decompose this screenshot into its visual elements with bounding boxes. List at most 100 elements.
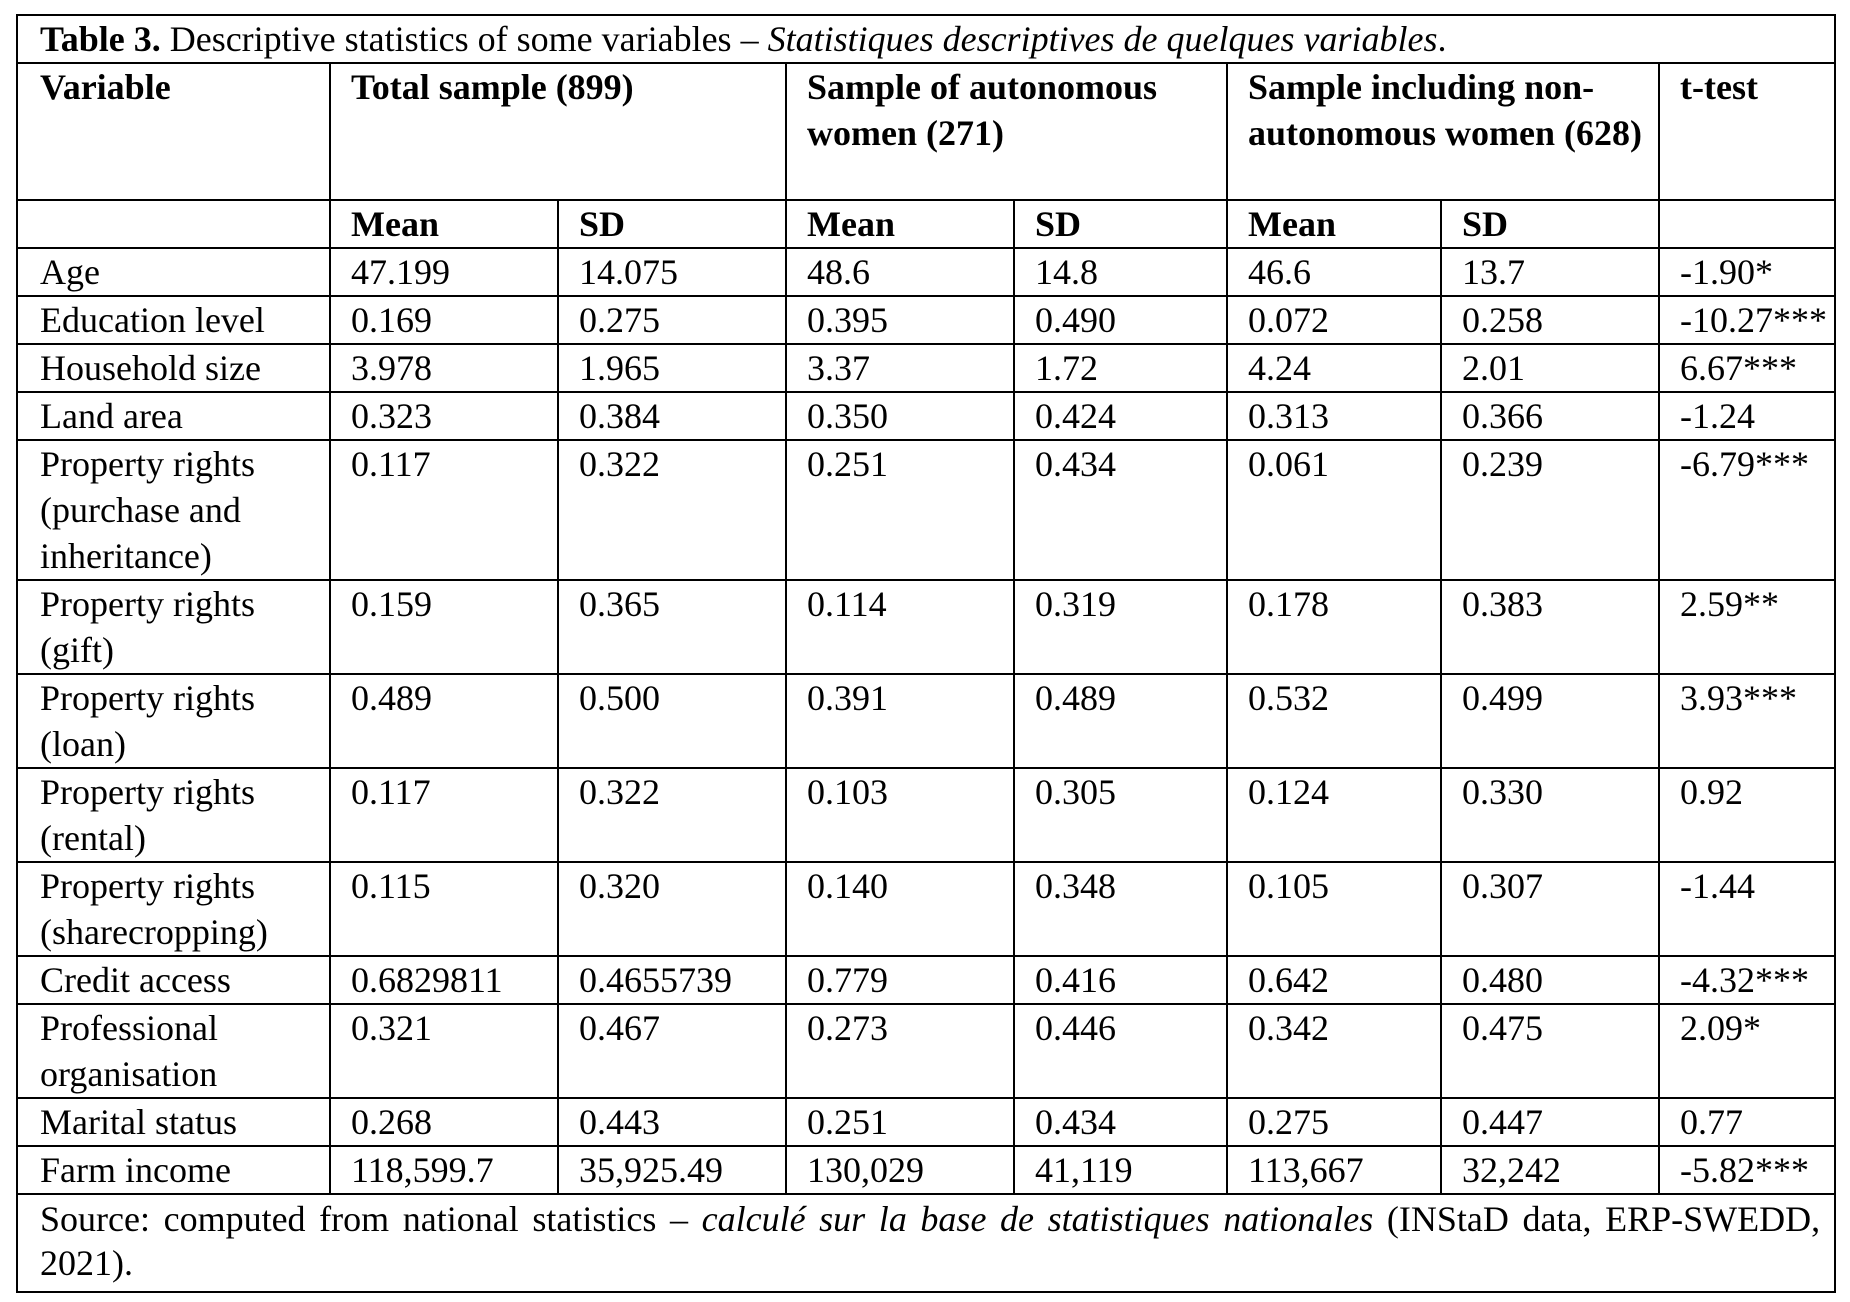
variable-name: Professional organisation	[16, 1003, 331, 1099]
non-autonomous-mean: 0.072	[1226, 295, 1442, 345]
t-test-value: -1.24	[1657, 391, 1837, 441]
variable-name: Credit access	[16, 955, 331, 1005]
source-text-end: (INStaD data, ERP-SWEDD, 2021).	[40, 1199, 1821, 1283]
total-sd: 35,925.49	[557, 1145, 787, 1195]
autonomous-sd: 0.434	[1013, 439, 1228, 581]
t-test-value: 2.09*	[1657, 1003, 1837, 1099]
variable-name: Household size	[16, 343, 331, 393]
sub-header-sd: SD	[557, 199, 787, 249]
t-test-value: -5.82***	[1657, 1145, 1837, 1195]
non-autonomous-sd: 0.475	[1440, 1003, 1660, 1099]
total-mean: 118,599.7	[329, 1145, 559, 1195]
total-mean: 0.115	[329, 861, 559, 957]
total-sd: 0.467	[557, 1003, 787, 1099]
non-autonomous-sd: 13.7	[1440, 247, 1660, 297]
variable-name: Property rights (gift)	[16, 579, 331, 675]
autonomous-mean: 0.350	[785, 391, 1015, 441]
group-header-row: Variable Total sample (899) Sample of au…	[16, 62, 1837, 201]
table-row: Property rights (purchase and inheritanc…	[16, 439, 1837, 581]
total-mean: 0.117	[329, 767, 559, 863]
table-row: Land area 0.323 0.384 0.350 0.424 0.313 0.366-…	[16, 391, 1837, 441]
total-sd: 14.075	[557, 247, 787, 297]
non-autonomous-sd: 0.258	[1440, 295, 1660, 345]
source-text: Source: computed from national statistic…	[40, 1199, 702, 1239]
total-sd: 0.275	[557, 295, 787, 345]
variable-name: Education level	[16, 295, 331, 345]
t-test-value: -6.79***	[1657, 439, 1837, 581]
non-autonomous-sd: 0.239	[1440, 439, 1660, 581]
autonomous-mean: 0.103	[785, 767, 1015, 863]
total-mean: 0.321	[329, 1003, 559, 1099]
total-sd: 0.500	[557, 673, 787, 769]
t-test-value: 0.77	[1657, 1097, 1837, 1147]
table-row: Property rights (loan) 0.489 0.500 0.391 0.4…	[16, 673, 1837, 769]
autonomous-mean: 3.37	[785, 343, 1015, 393]
non-autonomous-sd: 32,242	[1440, 1145, 1660, 1195]
header-t-test: t-test	[1657, 62, 1837, 201]
autonomous-sd: 0.416	[1013, 955, 1228, 1005]
non-autonomous-sd: 0.366	[1440, 391, 1660, 441]
autonomous-mean: 130,029	[785, 1145, 1015, 1195]
autonomous-mean: 0.273	[785, 1003, 1015, 1099]
t-test-value: -1.44	[1657, 861, 1837, 957]
total-mean: 0.117	[329, 439, 559, 581]
table-row: Age 47.199 14.075 48.6 14.8 46.6 13.7 -1.90*	[16, 247, 1837, 297]
variable-name: Property rights (rental)	[16, 767, 331, 863]
table-source-note: Source: computed from national statistic…	[15, 1193, 1837, 1293]
total-mean: 3.978	[329, 343, 559, 393]
t-test-value: -1.90*	[1657, 247, 1837, 297]
autonomous-sd: 0.434	[1013, 1097, 1228, 1147]
table-row: Household size 3.978 1.965 3.37 1.72 4.24 2.01…	[16, 343, 1837, 393]
header-non-autonomous-sample: Sample including non-autonomous women (6…	[1226, 62, 1660, 201]
non-autonomous-sd: 0.330	[1440, 767, 1660, 863]
autonomous-mean: 0.114	[785, 579, 1015, 675]
table-title: Table 3. Descriptive statistics of some …	[15, 14, 1837, 64]
sub-header-row: Mean SD Mean SD Mean SD	[16, 199, 1837, 249]
table-title-french: Statistiques descriptives de quelques va…	[767, 19, 1438, 59]
total-sd: 0.4655739	[557, 955, 787, 1005]
non-autonomous-mean: 0.532	[1226, 673, 1442, 769]
autonomous-sd: 0.319	[1013, 579, 1228, 675]
sub-header-sd: SD	[1440, 199, 1660, 249]
total-sd: 0.384	[557, 391, 787, 441]
sub-header-empty	[1657, 199, 1837, 249]
total-sd: 0.320	[557, 861, 787, 957]
non-autonomous-sd: 2.01	[1440, 343, 1660, 393]
variable-name: Farm income	[16, 1145, 331, 1195]
variable-name: Property rights (sharecropping)	[16, 861, 331, 957]
total-mean: 0.159	[329, 579, 559, 675]
variable-name: Property rights (purchase and inheritanc…	[16, 439, 331, 581]
autonomous-sd: 0.348	[1013, 861, 1228, 957]
autonomous-mean: 0.251	[785, 1097, 1015, 1147]
total-sd: 0.322	[557, 767, 787, 863]
non-autonomous-mean: 4.24	[1226, 343, 1442, 393]
non-autonomous-mean: 0.105	[1226, 861, 1442, 957]
table-title-period: .	[1437, 19, 1447, 59]
total-sd: 1.965	[557, 343, 787, 393]
sub-header-sd: SD	[1013, 199, 1228, 249]
sub-header-empty	[16, 199, 331, 249]
non-autonomous-sd: 0.499	[1440, 673, 1660, 769]
autonomous-sd: 1.72	[1013, 343, 1228, 393]
table-row: Property rights (rental) 0.117 0.322 0.103 0…	[16, 767, 1837, 863]
autonomous-mean: 0.395	[785, 295, 1015, 345]
non-autonomous-mean: 0.178	[1226, 579, 1442, 675]
autonomous-sd: 0.305	[1013, 767, 1228, 863]
non-autonomous-mean: 0.275	[1226, 1097, 1442, 1147]
total-mean: 0.489	[329, 673, 559, 769]
sub-header-mean: Mean	[785, 199, 1015, 249]
non-autonomous-sd: 0.480	[1440, 955, 1660, 1005]
total-mean: 47.199	[329, 247, 559, 297]
total-sd: 0.365	[557, 579, 787, 675]
autonomous-mean: 48.6	[785, 247, 1015, 297]
sub-header-mean: Mean	[329, 199, 559, 249]
variable-name: Land area	[16, 391, 331, 441]
table-title-number: Table 3.	[40, 19, 161, 59]
autonomous-sd: 14.8	[1013, 247, 1228, 297]
variable-name: Marital status	[16, 1097, 331, 1147]
non-autonomous-mean: 46.6	[1226, 247, 1442, 297]
non-autonomous-sd: 0.307	[1440, 861, 1660, 957]
variable-name: Age	[16, 247, 331, 297]
source-text-french: calculé sur la base de statistiques nati…	[701, 1199, 1374, 1239]
autonomous-mean: 0.140	[785, 861, 1015, 957]
